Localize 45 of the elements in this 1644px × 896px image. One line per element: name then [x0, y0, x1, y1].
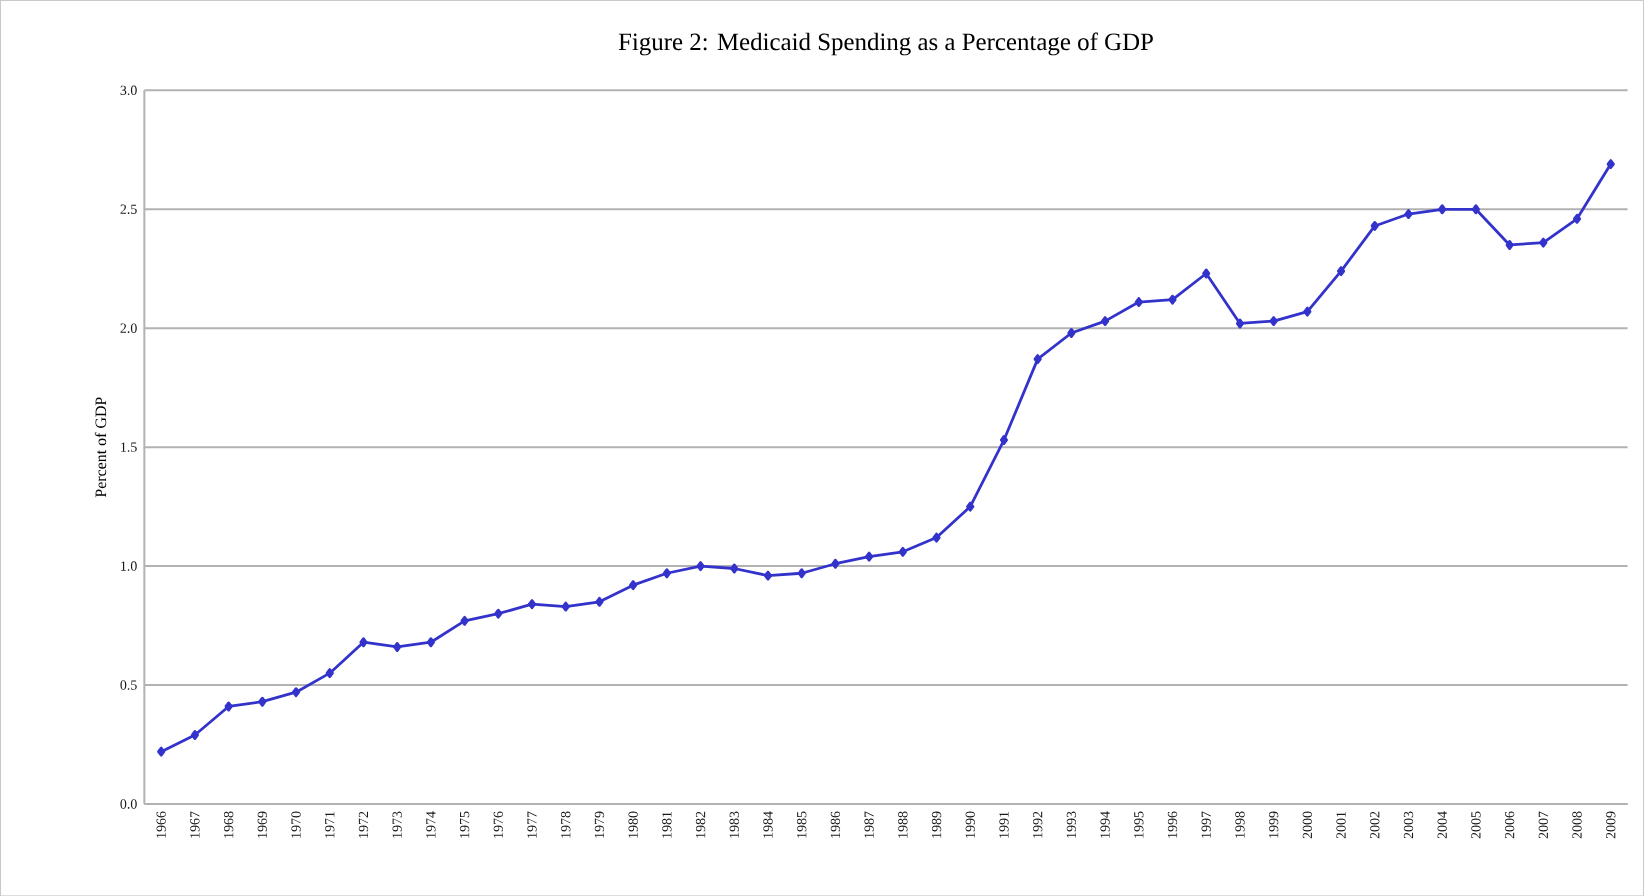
point: [1202, 268, 1211, 279]
point: [494, 608, 503, 619]
point: [359, 637, 368, 648]
point: [999, 434, 1009, 445]
point: [527, 599, 537, 609]
point: [831, 558, 840, 569]
point: [1134, 296, 1143, 307]
point: [932, 532, 941, 543]
point: [291, 687, 301, 698]
point: [426, 637, 435, 648]
point: [1033, 354, 1042, 364]
point: [966, 501, 975, 512]
point: [1404, 208, 1413, 219]
point: [1235, 318, 1245, 329]
point: [595, 596, 604, 607]
point: [763, 570, 773, 581]
point: [190, 729, 199, 740]
point: [662, 568, 671, 579]
chart-title: Figure 2: Medicaid Spending as a Percentage of GDP: [618, 32, 1153, 56]
point: [1471, 204, 1480, 215]
point: [865, 551, 874, 562]
point: [1336, 266, 1346, 276]
point: [1067, 327, 1076, 338]
point: [224, 701, 233, 712]
point: [1303, 306, 1312, 317]
point: [1606, 158, 1615, 169]
point: [629, 580, 638, 590]
point: [325, 668, 334, 678]
point: [898, 546, 907, 557]
point: [157, 746, 166, 757]
point: [1572, 213, 1582, 224]
point: [1168, 294, 1177, 305]
point: [258, 696, 267, 707]
point: [1269, 315, 1278, 326]
point: [1438, 204, 1447, 215]
point: [797, 568, 806, 579]
point: [696, 560, 705, 571]
point: [460, 615, 469, 626]
point: [1539, 237, 1548, 248]
point: [1100, 315, 1110, 326]
point: [1370, 220, 1379, 231]
point: [1505, 239, 1514, 250]
point: [393, 641, 402, 652]
point: [730, 563, 739, 574]
point: [561, 601, 570, 612]
